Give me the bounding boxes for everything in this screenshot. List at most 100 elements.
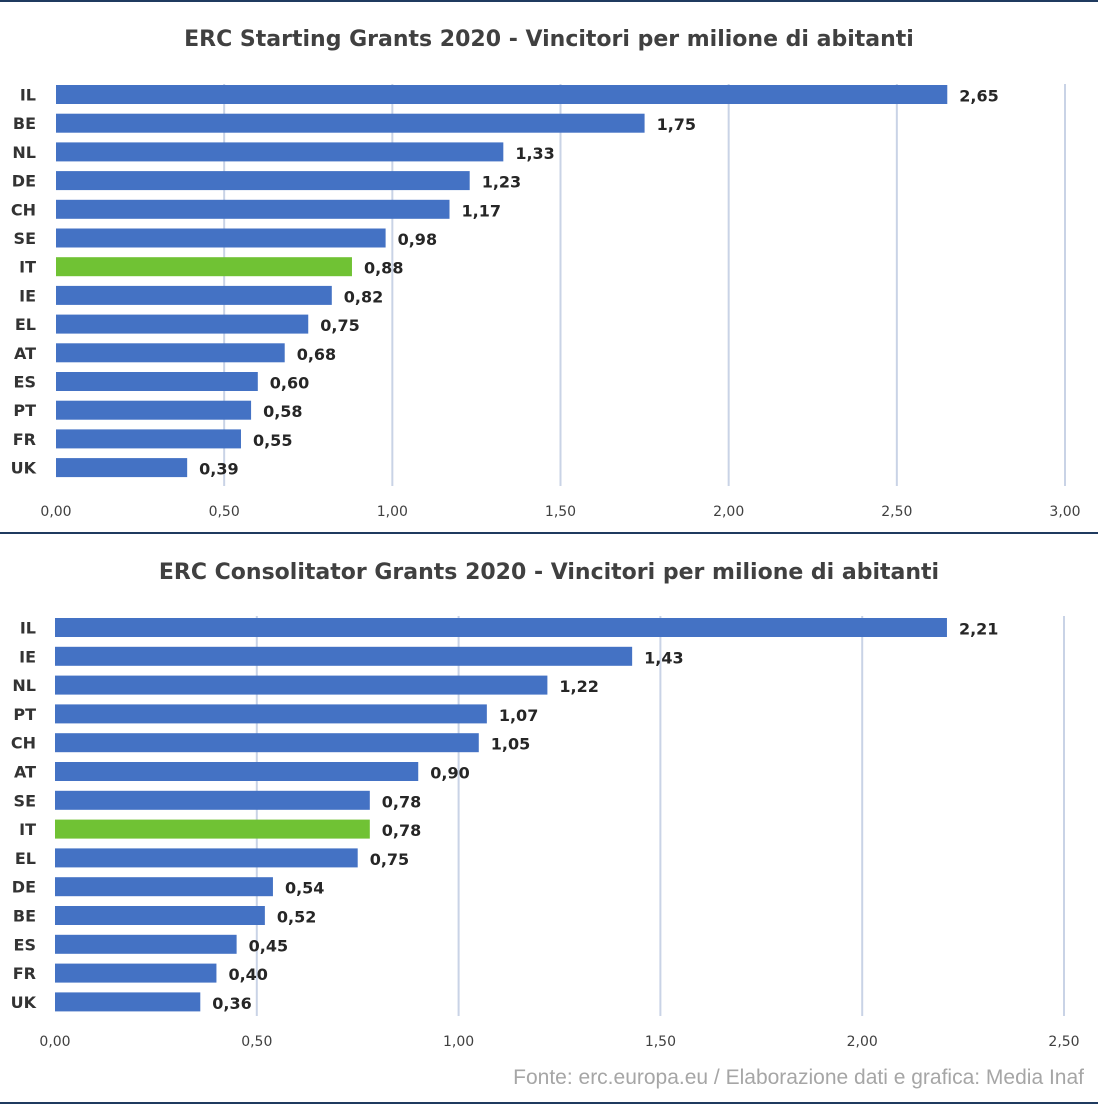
value-label: 0,98 <box>398 230 437 249</box>
bar <box>56 142 504 162</box>
category-label: EL <box>15 315 36 334</box>
x-tick-label: 0,50 <box>209 504 240 520</box>
x-tick-label: 2,50 <box>881 504 912 520</box>
value-label: 0,58 <box>263 402 302 421</box>
category-label: SE <box>14 791 36 810</box>
value-label: 0,78 <box>382 792 421 811</box>
source-note: Fonte: erc.europa.eu / Elaborazione dati… <box>513 1066 1084 1089</box>
category-label: CH <box>11 734 36 753</box>
value-label: 2,21 <box>959 620 998 639</box>
category-label: IT <box>19 820 36 839</box>
bar-highlight <box>56 257 352 277</box>
value-label: 0,39 <box>199 460 238 479</box>
x-tick-label: 2,50 <box>1048 1034 1079 1050</box>
x-tick-label: 1,00 <box>377 504 408 520</box>
x-tick-label: 2,00 <box>847 1034 878 1050</box>
category-label: SE <box>14 229 36 248</box>
bar <box>55 848 358 868</box>
category-label: IE <box>19 647 36 666</box>
x-tick-label: 0,00 <box>39 1034 70 1050</box>
chart-svg-starting: ERC Starting Grants 2020 - Vincitori per… <box>11 27 1081 520</box>
bar <box>55 992 201 1012</box>
category-label: CH <box>11 200 36 219</box>
bar <box>55 762 419 781</box>
value-label: 0,90 <box>430 764 469 783</box>
value-label: 1,43 <box>644 648 683 667</box>
category-label: IL <box>20 619 36 638</box>
category-label: NL <box>12 143 36 162</box>
category-label: PT <box>13 401 36 420</box>
category-label: BE <box>13 114 36 133</box>
category-label: ES <box>14 373 36 392</box>
value-label: 0,55 <box>253 431 292 450</box>
value-label: 0,45 <box>249 936 288 955</box>
value-label: 0,78 <box>382 821 421 840</box>
value-label: 1,07 <box>499 706 538 725</box>
category-label: EL <box>15 849 36 868</box>
bar <box>55 963 217 983</box>
x-tick-label: 0,50 <box>241 1034 272 1050</box>
bar <box>55 790 370 810</box>
category-label: UK <box>11 993 37 1012</box>
x-tick-label: 2,00 <box>713 504 744 520</box>
top-rule <box>0 0 1098 2</box>
category-label: FR <box>13 964 36 983</box>
bar-highlight <box>55 819 370 839</box>
category-label: PT <box>13 705 36 724</box>
bar <box>55 934 237 954</box>
value-label: 2,65 <box>959 87 998 106</box>
category-label: ES <box>14 935 36 954</box>
category-label: AT <box>14 763 36 782</box>
category-label: DE <box>12 172 36 191</box>
bar <box>55 877 273 897</box>
x-tick-label: 3,00 <box>1049 504 1080 520</box>
bar <box>55 906 265 925</box>
bar <box>56 285 332 305</box>
value-label: 1,23 <box>482 173 521 192</box>
bar <box>55 646 633 666</box>
value-label: 1,17 <box>462 201 501 220</box>
value-label: 1,75 <box>657 115 696 134</box>
bar <box>56 113 645 133</box>
category-label: AT <box>14 344 36 363</box>
value-label: 0,68 <box>297 345 336 364</box>
value-label: 1,33 <box>515 144 554 163</box>
category-label: BE <box>13 907 36 926</box>
bar <box>56 343 285 363</box>
category-label: FR <box>13 430 36 449</box>
chart-consolidator-grants: ERC Consolitator Grants 2020 - Vincitori… <box>0 536 1098 1056</box>
bar <box>55 618 947 637</box>
x-tick-label: 1,00 <box>443 1034 474 1050</box>
bar <box>56 199 450 219</box>
value-label: 1,22 <box>559 677 598 696</box>
category-label: IT <box>19 258 36 277</box>
bar <box>55 733 479 753</box>
chart-svg-consolidator: ERC Consolitator Grants 2020 - Vincitori… <box>11 560 1080 1050</box>
chart-starting-grants: ERC Starting Grants 2020 - Vincitori per… <box>0 4 1098 529</box>
value-label: 0,60 <box>270 374 309 393</box>
bar <box>56 171 470 191</box>
x-tick-label: 1,50 <box>545 504 576 520</box>
x-tick-label: 1,50 <box>645 1034 676 1050</box>
value-label: 0,54 <box>285 879 324 898</box>
value-label: 1,05 <box>491 735 530 754</box>
value-label: 0,52 <box>277 908 316 927</box>
value-label: 0,40 <box>228 965 267 984</box>
category-label: NL <box>12 676 36 695</box>
category-label: IE <box>19 286 36 305</box>
category-label: UK <box>11 459 37 478</box>
value-label: 0,75 <box>370 850 409 869</box>
bar <box>56 429 241 449</box>
bottom-rule <box>0 1102 1098 1104</box>
x-tick-label: 0,00 <box>40 504 71 520</box>
bar <box>56 400 252 420</box>
chart-title: ERC Starting Grants 2020 - Vincitori per… <box>184 27 914 52</box>
value-label: 0,88 <box>364 259 403 278</box>
chart-title: ERC Consolitator Grants 2020 - Vincitori… <box>159 560 939 585</box>
bar <box>56 228 386 248</box>
bar <box>56 314 309 334</box>
value-label: 0,75 <box>320 316 359 335</box>
bar <box>55 704 487 724</box>
value-label: 0,82 <box>344 287 383 306</box>
bar <box>56 458 188 478</box>
